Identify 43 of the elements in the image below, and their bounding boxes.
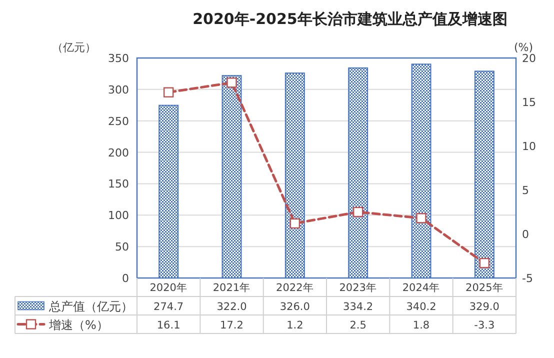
point	[290, 218, 300, 229]
y-tick-label: 250	[108, 114, 129, 128]
y2-tick-label: 15	[522, 96, 536, 109]
x-tick-label: 2023年	[339, 282, 377, 294]
point	[479, 258, 490, 268]
x-tick-label: 2025年	[466, 282, 504, 294]
y-axis-title: （亿元）	[52, 41, 96, 54]
y2-tick-label: 5	[522, 184, 529, 197]
y-tick-label: 300	[108, 83, 129, 96]
data-label: 274.7	[154, 300, 184, 313]
y-tick-label: 200	[108, 146, 129, 160]
x-tick-label: 2020年	[150, 282, 188, 294]
y2-tick-label: 10	[522, 140, 536, 153]
data-label: 17.2	[220, 319, 244, 332]
y2-tick-label: 0	[522, 228, 529, 241]
data-label: 340.2	[406, 300, 436, 313]
point	[352, 206, 364, 218]
data-label: 16.1	[156, 319, 180, 332]
legend-label: 增速（%）	[48, 318, 108, 332]
y-tick-label: 350	[108, 52, 129, 65]
chart-title: 2020年-2025年长治市建筑业总产值及增速图	[192, 10, 508, 28]
data-label: 322.0	[216, 300, 247, 313]
data-label: 326.0	[280, 300, 310, 313]
legend-label: 总产值（亿元）	[48, 299, 133, 314]
y2-tick-label: 20	[522, 52, 536, 65]
x-tick-label: 2022年	[276, 282, 314, 294]
y2-axis-title: (%)	[514, 41, 534, 54]
data-label: 1.2	[286, 319, 304, 332]
data-label: 334.2	[343, 300, 374, 313]
y-tick-label: 100	[108, 209, 129, 222]
data-label: 2.5	[350, 319, 366, 332]
data-label: -3.3	[474, 319, 495, 332]
data-label: 1.8	[412, 319, 430, 332]
y-tick-label: 150	[108, 178, 129, 191]
point	[163, 87, 174, 98]
y-tick-label: 0	[122, 272, 129, 285]
x-tick-label: 2021年	[212, 282, 251, 294]
y2-tick-label: -5	[522, 272, 533, 285]
point	[226, 78, 237, 88]
data-label: 329.0	[469, 300, 500, 313]
point	[416, 213, 426, 224]
y-tick-label: 50	[115, 240, 129, 254]
x-tick-label: 2024年	[402, 282, 440, 294]
